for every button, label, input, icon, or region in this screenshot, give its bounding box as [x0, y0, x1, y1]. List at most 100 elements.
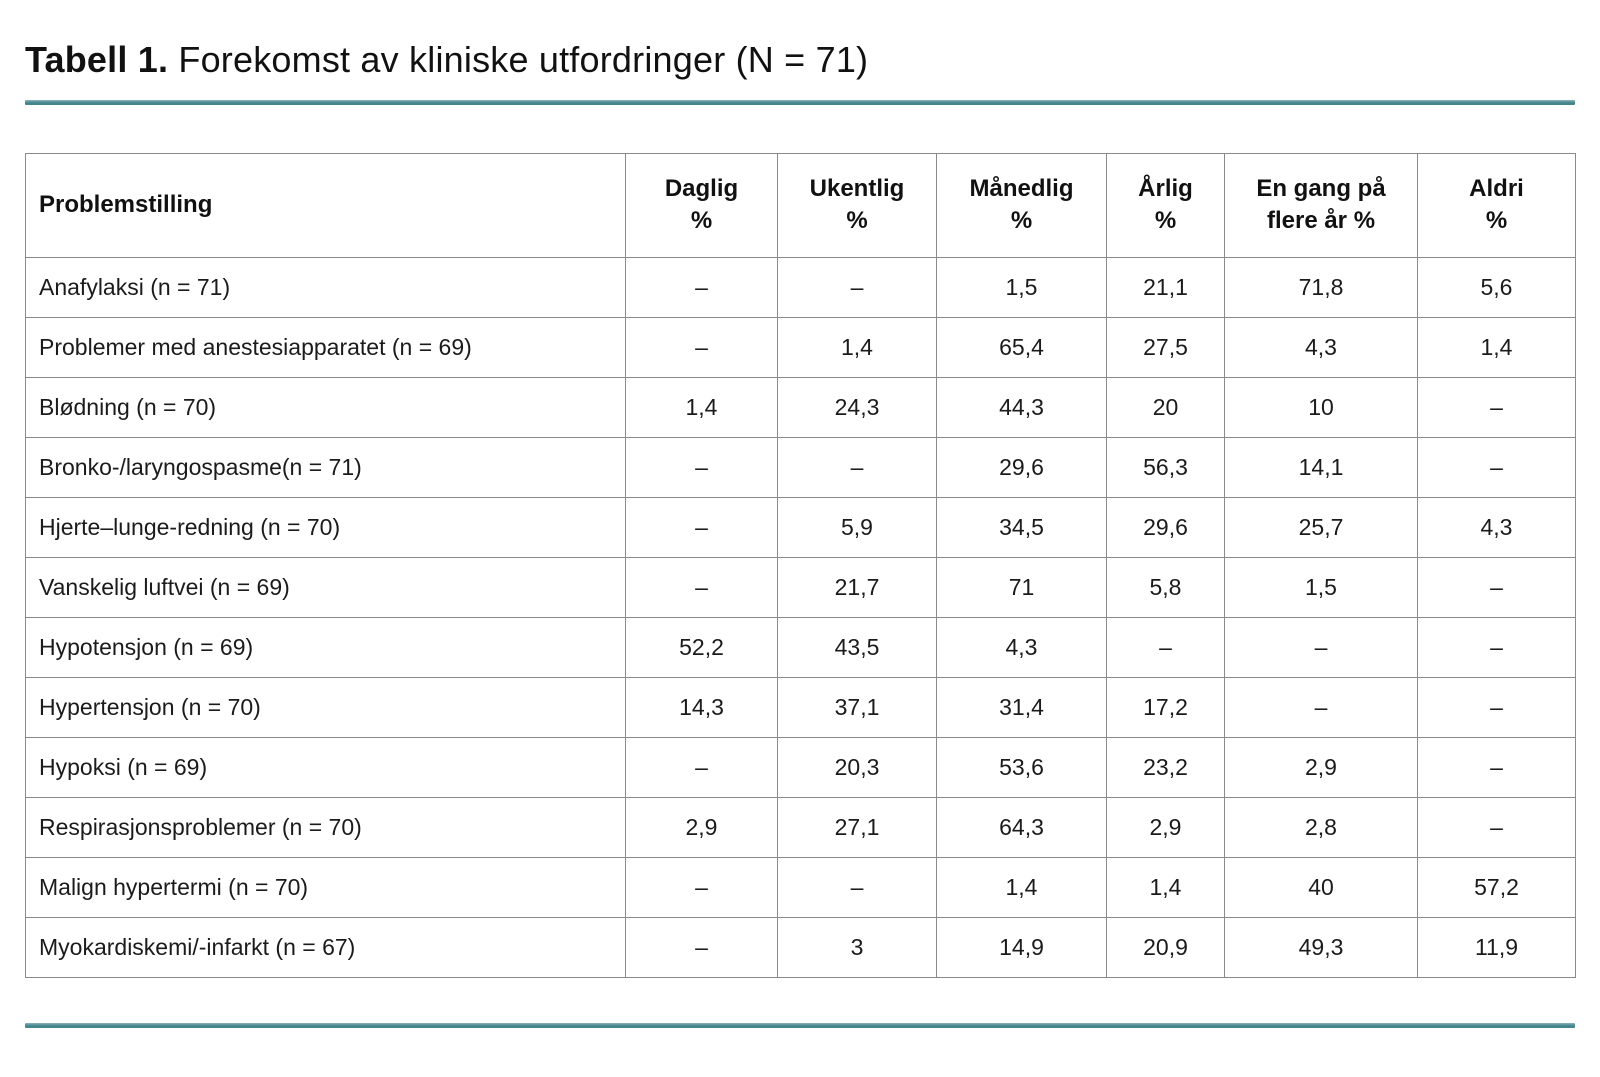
value-cell: 20,3: [777, 736, 937, 798]
table-row: Hypertensjon (n = 70) 14,3 37,1 31,4 17,…: [25, 676, 1576, 738]
value-cell: 17,2: [1106, 676, 1225, 738]
value-cell: 31,4: [936, 676, 1107, 738]
value-cell: 44,3: [936, 376, 1107, 438]
value-cell: 4,3: [936, 616, 1107, 678]
value-cell: 43,5: [777, 616, 937, 678]
value-cell: –: [777, 856, 937, 918]
row-label: Malign hypertermi (n = 70): [25, 856, 626, 918]
value-cell: 14,9: [936, 916, 1107, 978]
value-cell: –: [625, 736, 778, 798]
table-row: Hypoksi (n = 69) – 20,3 53,6 23,2 2,9 –: [25, 736, 1576, 798]
value-cell: 1,4: [1106, 856, 1225, 918]
value-cell: 52,2: [625, 616, 778, 678]
value-cell: 71: [936, 556, 1107, 618]
value-cell: –: [777, 256, 937, 318]
value-cell: –: [1417, 676, 1576, 738]
row-label: Hjerte–lunge-redning (n = 70): [25, 496, 626, 558]
row-label: Hypoksi (n = 69): [25, 736, 626, 798]
value-cell: 56,3: [1106, 436, 1225, 498]
row-label: Problemer med anestesiapparatet (n = 69): [25, 316, 626, 378]
value-cell: 25,7: [1224, 496, 1418, 558]
value-cell: –: [625, 256, 778, 318]
value-cell: –: [1417, 436, 1576, 498]
value-cell: 23,2: [1106, 736, 1225, 798]
header-arlig: Årlig %: [1106, 152, 1225, 258]
value-cell: 14,1: [1224, 436, 1418, 498]
value-cell: 2,9: [625, 796, 778, 858]
table-row: Hypotensjon (n = 69) 52,2 43,5 4,3 – – –: [25, 616, 1576, 678]
value-cell: –: [1417, 376, 1576, 438]
header-row: Problemstilling Daglig % Ukentlig % Måne…: [25, 152, 1576, 258]
value-cell: –: [1417, 616, 1576, 678]
header-problemstilling: Problemstilling: [25, 152, 626, 258]
value-cell: 57,2: [1417, 856, 1576, 918]
value-cell: 65,4: [936, 316, 1107, 378]
value-cell: 1,4: [777, 316, 937, 378]
value-cell: –: [625, 556, 778, 618]
value-cell: 4,3: [1417, 496, 1576, 558]
value-cell: 2,9: [1224, 736, 1418, 798]
value-cell: 5,9: [777, 496, 937, 558]
value-cell: 29,6: [936, 436, 1107, 498]
table-row: Anafylaksi (n = 71) – – 1,5 21,1 71,8 5,…: [25, 256, 1576, 318]
value-cell: 21,7: [777, 556, 937, 618]
value-cell: 2,9: [1106, 796, 1225, 858]
value-cell: –: [1417, 736, 1576, 798]
value-cell: –: [1417, 796, 1576, 858]
value-cell: 20: [1106, 376, 1225, 438]
table-row: Myokardiskemi/-infarkt (n = 67) – 3 14,9…: [25, 916, 1576, 978]
table-row: Problemer med anestesiapparatet (n = 69)…: [25, 316, 1576, 378]
value-cell: 5,8: [1106, 556, 1225, 618]
value-cell: –: [625, 916, 778, 978]
value-cell: 11,9: [1417, 916, 1576, 978]
value-cell: –: [1417, 556, 1576, 618]
row-label: Hypotensjon (n = 69): [25, 616, 626, 678]
table-row: Malign hypertermi (n = 70) – – 1,4 1,4 4…: [25, 856, 1576, 918]
table-row: Bronko-/laryngospasme(n = 71) – – 29,6 5…: [25, 436, 1576, 498]
value-cell: –: [625, 316, 778, 378]
bottom-divider: [25, 1022, 1575, 1028]
row-label: Myokardiskemi/-infarkt (n = 67): [25, 916, 626, 978]
value-cell: 71,8: [1224, 256, 1418, 318]
row-label: Respirasjonsproblemer (n = 70): [25, 796, 626, 858]
value-cell: 29,6: [1106, 496, 1225, 558]
table-row: Respirasjonsproblemer (n = 70) 2,9 27,1 …: [25, 796, 1576, 858]
header-en-gang-pa-flere-ar: En gang på flere år %: [1224, 152, 1418, 258]
table-row: Vanskelig luftvei (n = 69) – 21,7 71 5,8…: [25, 556, 1576, 618]
header-daglig: Daglig %: [625, 152, 778, 258]
value-cell: –: [1224, 676, 1418, 738]
table-figure: Tabell 1. Forekomst av kliniske utfordri…: [25, 0, 1576, 1028]
value-cell: 14,3: [625, 676, 778, 738]
table-caption-text: Forekomst av kliniske utfordringer (N = …: [178, 39, 869, 80]
value-cell: 49,3: [1224, 916, 1418, 978]
value-cell: 27,1: [777, 796, 937, 858]
value-cell: –: [1106, 616, 1225, 678]
value-cell: 24,3: [777, 376, 937, 438]
value-cell: 37,1: [777, 676, 937, 738]
value-cell: 3: [777, 916, 937, 978]
row-label: Vanskelig luftvei (n = 69): [25, 556, 626, 618]
value-cell: 1,5: [936, 256, 1107, 318]
table-row: Hjerte–lunge-redning (n = 70) – 5,9 34,5…: [25, 496, 1576, 558]
value-cell: 5,6: [1417, 256, 1576, 318]
value-cell: 1,4: [1417, 316, 1576, 378]
value-cell: 1,5: [1224, 556, 1418, 618]
value-cell: 27,5: [1106, 316, 1225, 378]
header-manedlig: Månedlig %: [936, 152, 1107, 258]
value-cell: –: [625, 436, 778, 498]
table-caption: Tabell 1. Forekomst av kliniske utfordri…: [25, 40, 1575, 80]
value-cell: 40: [1224, 856, 1418, 918]
header-problemstilling-label: Problemstilling: [39, 190, 213, 218]
header-aldri: Aldri %: [1417, 152, 1576, 258]
value-cell: 10: [1224, 376, 1418, 438]
value-cell: –: [625, 856, 778, 918]
row-label: Bronko-/laryngospasme(n = 71): [25, 436, 626, 498]
table-caption-number: Tabell 1.: [25, 39, 169, 80]
value-cell: 1,4: [936, 856, 1107, 918]
row-label: Blødning (n = 70): [25, 376, 626, 438]
value-cell: 4,3: [1224, 316, 1418, 378]
value-cell: 64,3: [936, 796, 1107, 858]
value-cell: 1,4: [625, 376, 778, 438]
value-cell: –: [625, 496, 778, 558]
